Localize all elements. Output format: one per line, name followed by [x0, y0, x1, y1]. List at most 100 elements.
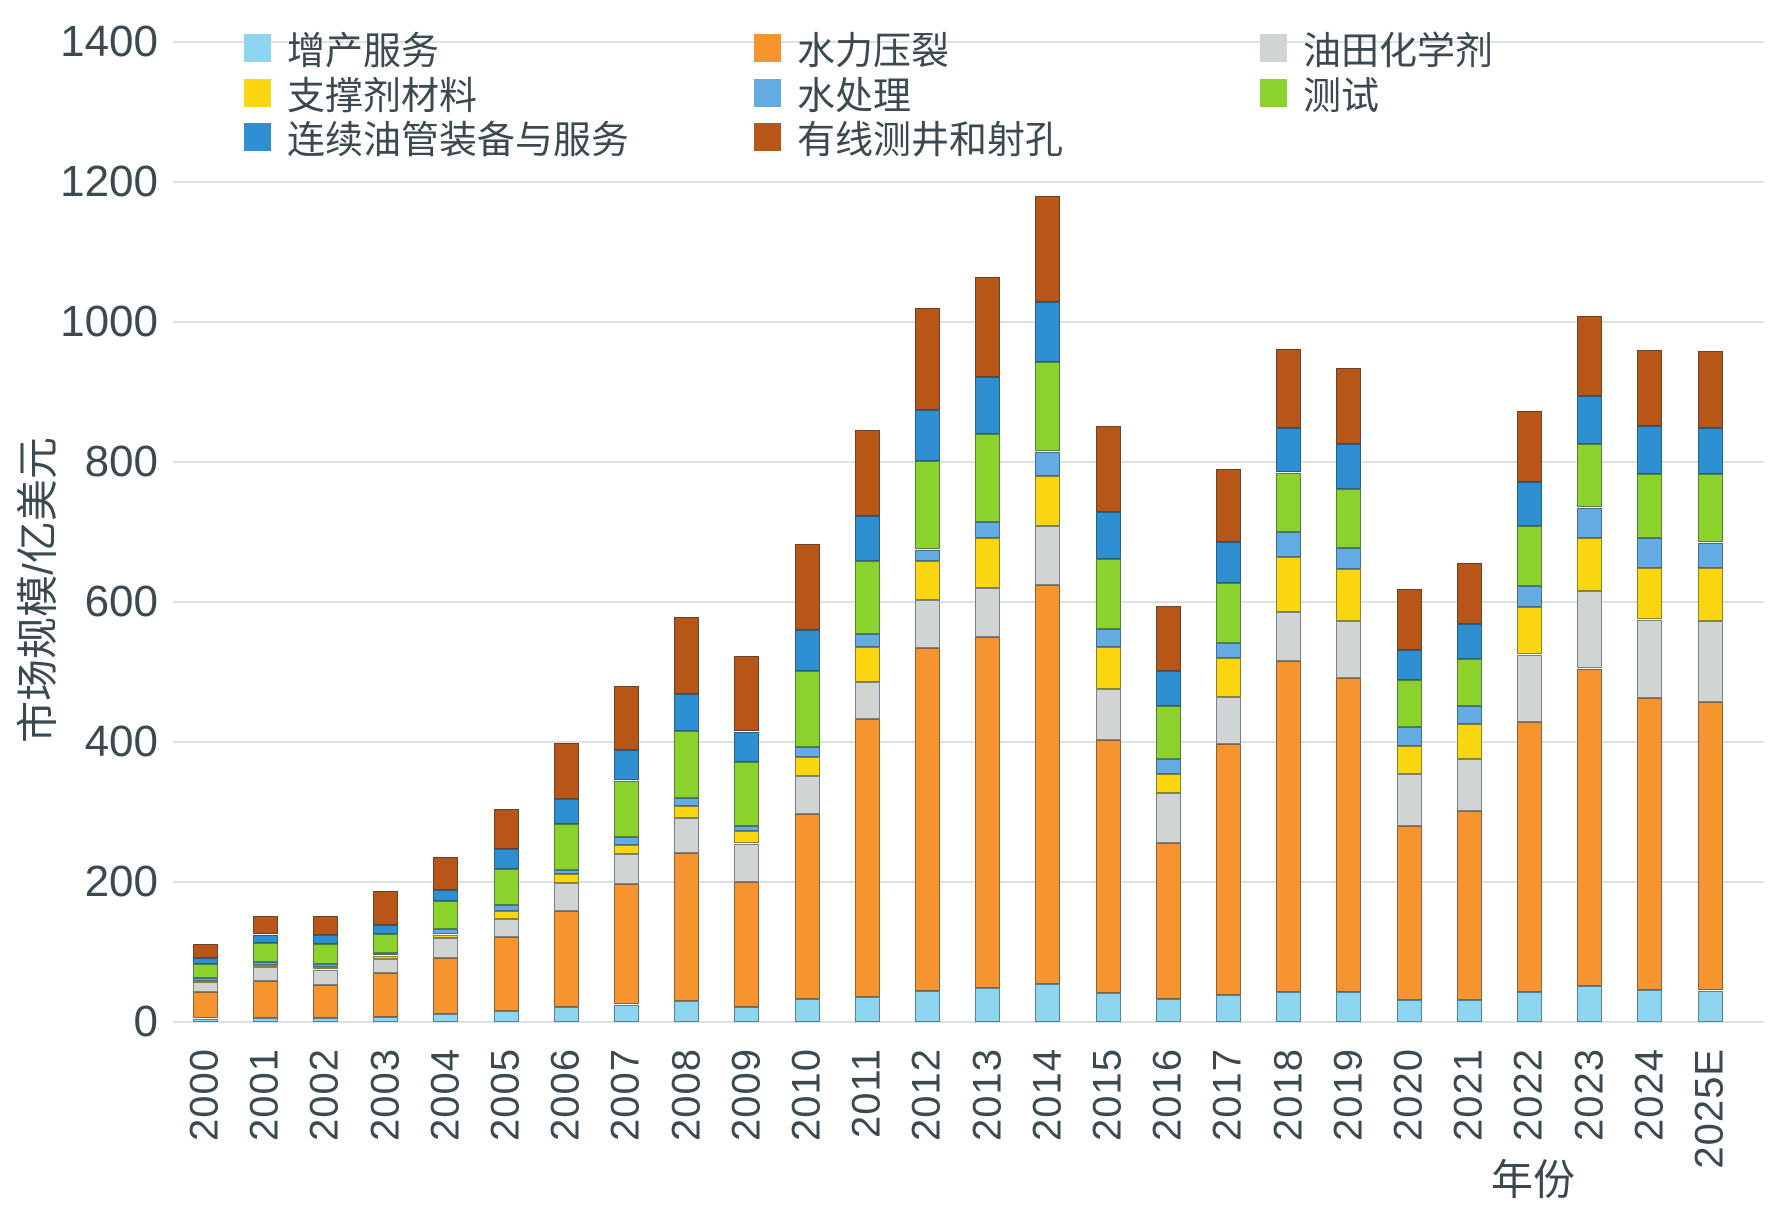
bar-2025E-segment-增产服务: [1697, 990, 1723, 1022]
bar-2002-segment-有线测井和射孔: [312, 915, 338, 936]
bar-2002-segment-支撑剂材料: [312, 967, 338, 970]
x-tick-label-2018: 2018: [1266, 1048, 1311, 1141]
bar-2018-segment-测试: [1276, 472, 1302, 532]
bar-2020-segment-油田化学剂: [1396, 774, 1422, 826]
x-tick-label-2014: 2014: [1025, 1048, 1070, 1141]
bar-2012-segment-测试: [914, 460, 940, 550]
bar-2008-segment-增产服务: [674, 1001, 700, 1022]
bar-2002-segment-测试: [312, 943, 338, 964]
bar-2024-segment-连续油管装备与服务: [1637, 426, 1663, 474]
bar-2003-segment-有线测井和射孔: [373, 891, 399, 926]
bar-2021-segment-测试: [1456, 659, 1482, 707]
bar-2017-segment-支撑剂材料: [1215, 658, 1241, 698]
bar-2000-segment-水力压裂: [192, 991, 218, 1019]
bar-2023-segment-有线测井和射孔: [1577, 316, 1603, 397]
bar-2024-segment-水处理: [1637, 537, 1663, 569]
bar-2024-segment-油田化学剂: [1637, 619, 1663, 698]
bar-2018-segment-连续油管装备与服务: [1276, 428, 1302, 473]
bar-2012-segment-增产服务: [914, 991, 940, 1022]
bar-2009-segment-水力压裂: [734, 882, 760, 1008]
bar-2025E-segment-测试: [1697, 473, 1723, 543]
bar-2023-segment-水力压裂: [1577, 668, 1603, 986]
bar-2024-segment-有线测井和射孔: [1637, 350, 1663, 427]
bar-2023-segment-支撑剂材料: [1577, 537, 1603, 591]
y-tick-label-800: 800: [84, 437, 158, 486]
bar-2005-segment-有线测井和射孔: [493, 808, 519, 850]
bar-2013-segment-连续油管装备与服务: [975, 377, 1001, 434]
bar-2019-segment-油田化学剂: [1336, 620, 1362, 679]
bar-2021-segment-水处理: [1456, 706, 1482, 724]
bar-2003-segment-水处理: [373, 952, 399, 956]
bar-2023-segment-增产服务: [1577, 985, 1603, 1022]
y-gridline-200: [173, 881, 1764, 883]
bar-2024-segment-测试: [1637, 473, 1663, 538]
bar-2021-segment-水力压裂: [1456, 810, 1482, 1000]
x-tick-label-2023: 2023: [1567, 1048, 1612, 1141]
legend-item-连续油管装备与服务: 连续油管装备与服务: [244, 109, 629, 164]
bar-2007-segment-增产服务: [613, 1004, 639, 1022]
bar-2018-segment-油田化学剂: [1276, 611, 1302, 661]
legend-label-有线测井和射孔: 有线测井和射孔: [797, 120, 1064, 162]
bar-2019-segment-连续油管装备与服务: [1336, 443, 1362, 490]
x-tick-label-2008: 2008: [664, 1048, 709, 1141]
x-tick-label-2003: 2003: [363, 1048, 408, 1141]
bar-2014-segment-有线测井和射孔: [1035, 196, 1061, 303]
bar-2020-segment-连续油管装备与服务: [1396, 650, 1422, 681]
bar-2001-segment-有线测井和射孔: [252, 916, 278, 935]
bar-2011-segment-有线测井和射孔: [854, 429, 880, 516]
bar-2020-segment-水力压裂: [1396, 826, 1422, 1001]
bar-2009-segment-有线测井和射孔: [734, 655, 760, 732]
bar-2022-segment-支撑剂材料: [1516, 606, 1542, 655]
bar-2021-segment-有线测井和射孔: [1456, 562, 1482, 624]
bar-2016-segment-支撑剂材料: [1155, 774, 1181, 794]
y-tick-label-600: 600: [84, 577, 158, 626]
bar-2013-segment-测试: [975, 434, 1001, 522]
bar-2015-segment-水力压裂: [1095, 739, 1121, 994]
bar-2023-segment-水处理: [1577, 507, 1603, 538]
bar-2007-segment-有线测井和射孔: [613, 686, 639, 751]
bar-2017-segment-增产服务: [1215, 995, 1241, 1022]
bar-2000-segment-油田化学剂: [192, 982, 218, 992]
x-tick-label-2012: 2012: [904, 1048, 949, 1141]
bar-2021-segment-连续油管装备与服务: [1456, 623, 1482, 660]
bar-2022-segment-水力压裂: [1516, 721, 1542, 992]
bar-2019-segment-有线测井和射孔: [1336, 367, 1362, 444]
bar-2007-segment-水处理: [613, 837, 639, 845]
bar-2022-segment-测试: [1516, 526, 1542, 586]
bar-2000-segment-连续油管装备与服务: [192, 958, 218, 964]
bar-2002-segment-水力压裂: [312, 984, 338, 1018]
x-tick-label-2009: 2009: [724, 1048, 769, 1141]
bar-2013-segment-支撑剂材料: [975, 537, 1001, 588]
y-gridline-1400: [173, 41, 1764, 43]
bar-2002-segment-连续油管装备与服务: [312, 935, 338, 944]
bar-2007-segment-连续油管装备与服务: [613, 750, 639, 781]
y-tick-label-1400: 1400: [60, 17, 158, 66]
bar-2020-segment-有线测井和射孔: [1396, 589, 1422, 651]
bar-2011-segment-水处理: [854, 634, 880, 647]
bar-2005-segment-水处理: [493, 905, 519, 912]
bar-2011-segment-连续油管装备与服务: [854, 515, 880, 561]
bar-2005-segment-增产服务: [493, 1010, 519, 1022]
bar-2020-segment-支撑剂材料: [1396, 746, 1422, 775]
bar-2001-segment-水力压裂: [252, 981, 278, 1018]
bar-2005-segment-水力压裂: [493, 937, 519, 1011]
legend-item-油田化学剂: 油田化学剂: [1260, 20, 1493, 75]
bar-2024-segment-增产服务: [1637, 989, 1663, 1022]
x-tick-label-2022: 2022: [1506, 1048, 1551, 1141]
y-gridline-600: [173, 601, 1764, 603]
bar-2005-segment-油田化学剂: [493, 919, 519, 938]
bar-2014-segment-支撑剂材料: [1035, 476, 1061, 526]
y-tick-label-1200: 1200: [60, 157, 158, 206]
bar-2001-segment-支撑剂材料: [252, 965, 278, 968]
legend-item-测试: 测试: [1260, 65, 1379, 120]
bar-2004-segment-测试: [433, 900, 459, 929]
bar-2012-segment-水处理: [914, 549, 940, 562]
bar-2009-segment-测试: [734, 761, 760, 826]
bar-2018-segment-支撑剂材料: [1276, 556, 1302, 612]
bar-2025E-segment-水处理: [1697, 542, 1723, 569]
bar-2000-segment-支撑剂材料: [192, 980, 218, 983]
bar-2011-segment-油田化学剂: [854, 681, 880, 719]
bar-2012-segment-水力压裂: [914, 648, 940, 992]
bar-2002-segment-水处理: [312, 963, 338, 968]
bar-2015-segment-支撑剂材料: [1095, 646, 1121, 689]
